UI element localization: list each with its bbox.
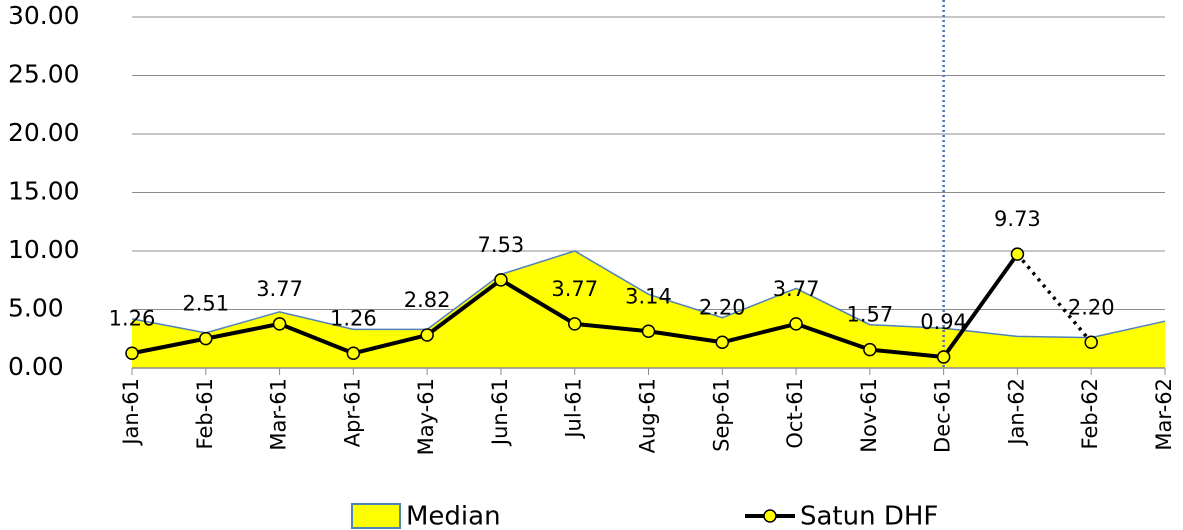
x-tick-label: Aug-61 — [636, 378, 660, 453]
x-tick-label: Mar-62 — [1152, 378, 1176, 451]
x-tick-label: Sep-61 — [709, 378, 733, 452]
data-label: 9.73 — [994, 207, 1041, 231]
x-tick-label: Jul-61 — [562, 378, 586, 440]
line-segment — [205, 321, 280, 341]
plot: 0.00 5.00 10.00 15.00 20.00 25.00 30.00 Jan-61 F… — [8, 0, 1176, 455]
x-tick-label: Mar-61 — [267, 378, 291, 451]
median-outline — [131, 250, 1166, 339]
line-segment — [499, 278, 576, 326]
legend-marker-satun — [763, 509, 777, 523]
y-tick-label: 0.00 — [8, 352, 64, 381]
data-label: 1.57 — [846, 303, 893, 327]
median-area — [132, 251, 1165, 368]
marker — [272, 317, 287, 331]
y-tick-label: 20.00 — [8, 118, 80, 147]
data-label: 2.82 — [404, 288, 451, 312]
data-label: 3.77 — [773, 277, 820, 301]
marker — [346, 346, 361, 361]
x-tick-label: Apr-61 — [340, 378, 364, 447]
line-segment — [795, 322, 871, 352]
x-tick-label: Nov-61 — [857, 378, 881, 453]
line-segment — [869, 347, 944, 359]
legend-label-satun: Satun DHF — [800, 502, 938, 530]
marker — [1010, 247, 1025, 261]
y-tick-label: 10.00 — [8, 235, 80, 264]
y-tick-label: 30.00 — [8, 1, 80, 30]
marker — [1084, 335, 1098, 350]
marker — [125, 346, 139, 361]
marker — [789, 317, 803, 331]
line-segment — [278, 322, 355, 356]
line-segment — [425, 278, 503, 337]
line-segment — [1016, 253, 1093, 344]
legend-label-median: Median — [406, 502, 501, 530]
data-label: 2.20 — [699, 295, 746, 319]
line-segment — [131, 336, 207, 356]
x-tick-label: Feb-61 — [193, 378, 217, 449]
marker — [199, 331, 213, 346]
y-tick-label: 15.00 — [8, 177, 80, 206]
y-tick-label: 25.00 — [8, 60, 80, 89]
legend-swatch-median — [351, 503, 401, 529]
line-segment — [648, 329, 723, 345]
line-segment — [942, 252, 1020, 359]
data-label: 2.20 — [1068, 295, 1115, 319]
marker — [641, 324, 656, 339]
data-label: 3.14 — [625, 284, 672, 308]
data-label: 2.51 — [182, 292, 229, 316]
x-tick-label: Jan-62 — [1004, 378, 1028, 447]
marker — [863, 342, 877, 357]
legend: Median Satun DHF — [351, 502, 938, 530]
x-tick-label: Oct-61 — [783, 378, 807, 449]
x-tick-label: Jun-61 — [488, 378, 512, 447]
line-segment — [352, 333, 428, 356]
line-segment — [721, 321, 797, 345]
marker — [567, 317, 582, 331]
marker — [715, 335, 730, 350]
x-tick-label: Feb-62 — [1078, 378, 1102, 449]
data-label: 7.53 — [478, 233, 525, 257]
marker — [420, 328, 434, 342]
data-label: 1.26 — [330, 306, 377, 330]
line-segment — [574, 321, 649, 334]
data-label: 0.94 — [920, 310, 967, 334]
x-tick-label: Dec-61 — [931, 378, 955, 453]
y-tick-label: 5.00 — [8, 294, 64, 323]
x-tick-label: May-61 — [414, 378, 438, 455]
data-label: 1.26 — [109, 306, 156, 330]
data-label: 3.77 — [256, 277, 303, 301]
marker — [936, 350, 951, 364]
marker — [494, 273, 508, 287]
x-tick-label: Jan-61 — [119, 378, 143, 447]
data-label: 3.77 — [551, 277, 598, 301]
